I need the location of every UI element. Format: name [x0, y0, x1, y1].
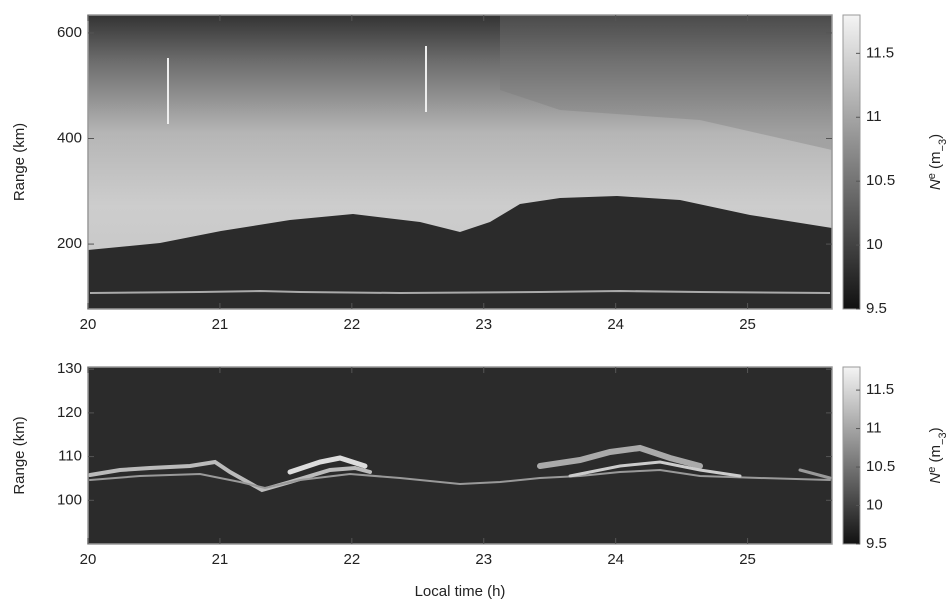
x-tick-label: 20 [80, 316, 97, 333]
y-tick-label: 110 [58, 448, 82, 465]
colorbar-label-part: e [926, 467, 938, 473]
colorbar-label: Ne (m−3) [926, 427, 949, 483]
x-tick-label: 24 [607, 316, 624, 333]
colorbar-tick-label: 10.5 [866, 172, 895, 189]
x-tick-label: 20 [80, 551, 97, 568]
y-axis-label: Range (km) [11, 123, 28, 201]
colorbars [842, 14, 861, 545]
colorbar-tick-label: 9.5 [866, 535, 887, 552]
x-tick-label: 25 [739, 316, 756, 333]
x-tick-label: 24 [607, 551, 624, 568]
colorbar-tick-label: 10 [866, 236, 883, 253]
image-top [88, 15, 832, 309]
y-tick-label: 600 [57, 24, 82, 41]
x-tick-label: 21 [212, 316, 229, 333]
x-tick-label: 25 [739, 551, 756, 568]
colorbar-label-part: e [926, 173, 938, 179]
colorbar-label-part: ) [927, 134, 944, 139]
x-tick-label: 22 [343, 316, 360, 333]
colorbar-tick-label: 11 [866, 108, 882, 125]
x-tick-label: 23 [475, 316, 492, 333]
frame [87, 366, 833, 545]
image-bottom [88, 367, 832, 544]
colorbar-label-part: N [927, 473, 944, 484]
colorbar-tick-label: 11.5 [866, 381, 894, 398]
colorbar-tick-label: 10 [866, 496, 883, 513]
x-axis-label: Local time (h) [415, 583, 506, 600]
colorbar-label-part: (m [927, 445, 944, 467]
x-tick-label: 21 [212, 551, 229, 568]
y-tick-label: 200 [57, 235, 82, 252]
colorbar-label: Ne (m−3) [926, 134, 949, 190]
colorbar-label-part: (m [927, 151, 944, 173]
colorbar-tick-label: 11.5 [866, 44, 894, 61]
colorbar-tick-label: 10.5 [866, 458, 895, 475]
colorbar-label-part: −3 [937, 139, 949, 152]
colorbar-label-part: N [927, 179, 944, 190]
y-tick-label: 130 [57, 360, 82, 377]
x-tick-label: 23 [475, 551, 492, 568]
colorbar-tick-label: 11 [866, 420, 882, 437]
colorbar-tick-label: 9.5 [866, 300, 887, 317]
y-tick-label: 100 [57, 491, 82, 508]
y-tick-label: 120 [57, 404, 82, 421]
frame [87, 14, 833, 310]
colorbar-label-part: −3 [937, 432, 949, 445]
y-tick-label: 400 [57, 129, 82, 146]
colorbar-label-part: ) [927, 427, 944, 432]
y-axis-label: Range (km) [11, 416, 28, 494]
x-tick-label: 22 [343, 551, 360, 568]
